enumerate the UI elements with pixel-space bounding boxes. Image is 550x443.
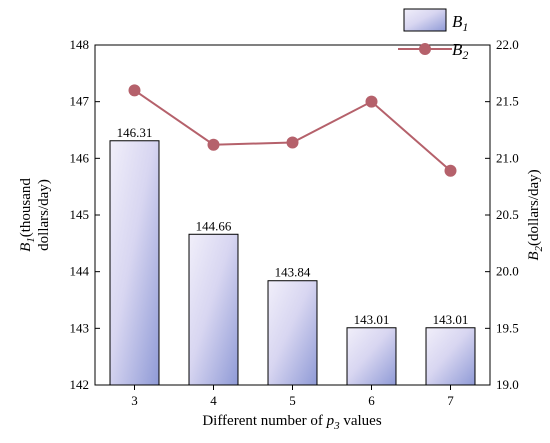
line-series (128, 84, 457, 177)
left-tick-label: 146 (70, 150, 90, 165)
left-tick-label: 142 (70, 377, 90, 392)
legend-bar-swatch (403, 8, 447, 32)
bar-3 (109, 140, 160, 386)
right-axis: 19.0 19.5 20.0 20.5 21.0 21.5 22.0 (485, 37, 519, 392)
line-point-7 (444, 164, 457, 177)
line-point-3 (128, 84, 141, 97)
right-tick-label: 19.5 (496, 320, 519, 335)
bar-label-4: 144.66 (196, 218, 232, 233)
legend-line-marker (419, 43, 431, 55)
right-axis-title: B2(dollars/day) (526, 169, 545, 260)
right-tick-label: 19.0 (496, 377, 519, 392)
bar-label-5: 143.84 (275, 265, 311, 280)
x-tick-label: 7 (447, 393, 454, 408)
x-tick-label: 5 (289, 393, 296, 408)
bar-5 (267, 280, 318, 386)
bar-4 (188, 233, 239, 386)
left-axis-title: B1(thousand dollars/day) (18, 178, 52, 252)
bar-data-labels: 146.31 144.66 143.84 143.01 143.01 (117, 125, 469, 327)
line-point-4 (207, 138, 220, 151)
legend-label-b1: B1 (452, 12, 468, 34)
bar-label-3: 146.31 (117, 125, 153, 140)
right-tick-label: 21.5 (496, 94, 519, 109)
left-tick-label: 145 (70, 207, 90, 222)
x-axis-title: Different number of p3 values (202, 413, 381, 432)
left-tick-label: 148 (70, 37, 90, 52)
x-tick-label: 4 (210, 393, 217, 408)
x-axis: 3 4 5 6 7 (131, 385, 454, 408)
line-point-6 (365, 95, 378, 108)
left-tick-label: 144 (70, 264, 90, 279)
x-tick-label: 3 (131, 393, 138, 408)
right-tick-label: 20.5 (496, 207, 519, 222)
bar-6 (346, 327, 397, 386)
left-tick-label: 147 (70, 94, 90, 109)
left-tick-label: 143 (70, 320, 90, 335)
bar-label-6: 143.01 (354, 312, 390, 327)
line-point-5 (286, 136, 299, 149)
bar-series (109, 140, 476, 386)
x-tick-label: 6 (368, 393, 375, 408)
right-tick-label: 21.0 (496, 150, 519, 165)
legend: B1 B2 (398, 8, 468, 62)
bar-label-7: 143.01 (433, 312, 469, 327)
left-axis: 142 143 144 145 146 147 148 (70, 37, 100, 392)
legend-label-b2: B2 (452, 40, 468, 62)
line-path (133, 89, 452, 172)
bar-7 (425, 327, 476, 386)
right-tick-label: 22.0 (496, 37, 519, 52)
right-tick-label: 20.0 (496, 264, 519, 279)
